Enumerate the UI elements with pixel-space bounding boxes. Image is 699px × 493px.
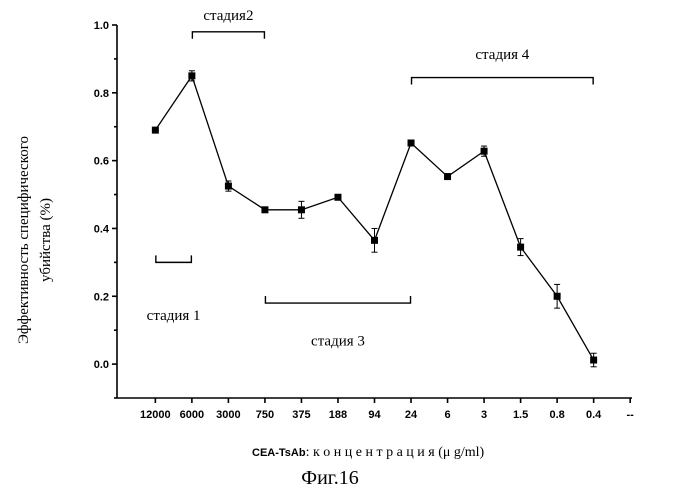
x-axis-title: CEA-TsAb: к о н ц е н т р а ц и я (μ g/m… (252, 445, 485, 460)
stage-bracket (191, 31, 266, 39)
x-axis-title-rest: : к о н ц е н т р а ц и я (μ g/ml) (306, 445, 485, 460)
data-point (553, 292, 561, 300)
stage-label: стадия 4 (475, 47, 529, 63)
y-tick-label: 0.4 (94, 223, 110, 235)
data-point (188, 72, 196, 80)
data-series (151, 70, 598, 368)
x-tick-label: 750 (256, 409, 274, 421)
y-tick-label: 1.0 (94, 20, 109, 32)
data-point (590, 356, 598, 364)
stage-bracket (155, 255, 193, 264)
data-point (371, 236, 378, 244)
data-point (480, 147, 488, 155)
y-axis-title-line1: Эффективность специфического (16, 136, 32, 344)
x-axis-title-bold: CEA-TsAb (252, 447, 306, 459)
x-tick-label: 0.8 (549, 409, 564, 421)
data-point (297, 206, 305, 214)
stage-label: стадия 3 (311, 333, 365, 349)
data-point (517, 243, 525, 251)
y-tick-label: 0.0 (94, 359, 109, 371)
data-point (224, 182, 232, 190)
x-tick-label: 3000 (216, 409, 240, 421)
data-point (261, 206, 269, 214)
x-tick-label: 12000 (140, 409, 171, 421)
data-point (151, 126, 159, 134)
x-tick-label: 6000 (180, 409, 204, 421)
series-line (154, 74, 595, 361)
y-tick-label: 0.2 (94, 291, 109, 303)
stage-brackets: стадия2 стадия 4 стадия 1 стадия 3 (147, 8, 594, 349)
figure-caption: Фиг.16 (301, 467, 358, 489)
stage-bracket (264, 296, 412, 304)
y-tick-label: 0.6 (94, 156, 109, 168)
x-tick-label: 94 (368, 409, 381, 421)
chart-labels: Эффективность специфического убийства (%… (16, 136, 485, 489)
data-point (407, 139, 415, 147)
x-tick-label: 188 (329, 409, 347, 421)
x-tick-label: 375 (292, 409, 310, 421)
x-tick-label: -- (627, 409, 635, 421)
y-axis-title-line2: убийства (%) (38, 198, 54, 282)
x-tick-label: 0.4 (586, 409, 602, 421)
stage-bracket (410, 76, 594, 85)
x-tick-label: 3 (481, 409, 487, 421)
data-point (444, 173, 452, 181)
y-tick-label: 0.8 (94, 88, 109, 100)
data-point (334, 193, 342, 201)
x-tick-label: 1.5 (513, 409, 528, 421)
stage-label: стадия2 (203, 8, 253, 24)
x-tick-label: 6 (444, 409, 450, 421)
chart-axes: 0.0 0.2 0.4 0.6 0.8 1.0 12000 6000 3000 750 375 188… (94, 20, 634, 421)
stage-label: стадия 1 (147, 308, 201, 324)
x-tick-label: 24 (405, 409, 418, 421)
